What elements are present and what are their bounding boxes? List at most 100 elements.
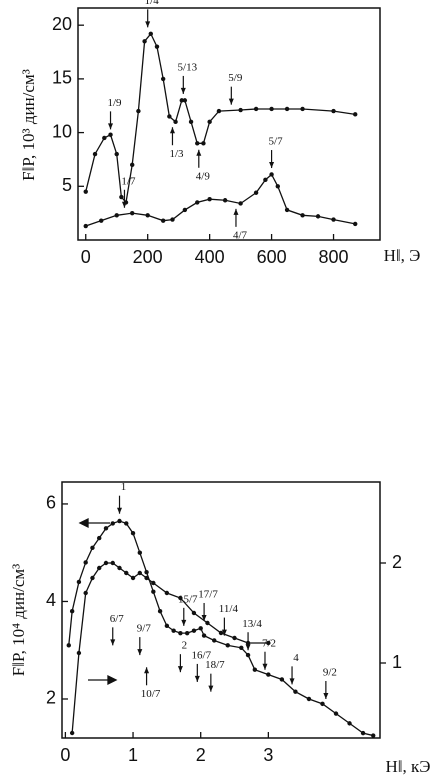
data-point: [360, 730, 366, 736]
x-tick-label: 0: [60, 745, 70, 765]
data-point: [99, 218, 104, 223]
y-axis-label: F‖P, 10⁴ дин/см³: [9, 564, 28, 676]
data-point: [320, 701, 325, 707]
annotation-label: 1/9: [107, 97, 122, 109]
data-point: [331, 108, 336, 114]
data-point: [167, 114, 172, 119]
data-point: [178, 595, 183, 601]
data-point: [178, 630, 183, 636]
data-point: [148, 31, 153, 36]
annotation-label: 5/9: [228, 72, 243, 84]
data-point: [252, 667, 258, 672]
data-point: [306, 696, 312, 702]
data-point: [300, 106, 305, 112]
y-axis-label: F‖P, 10³ дин/см³: [19, 69, 38, 181]
data-point: [103, 526, 109, 531]
data-point: [218, 630, 224, 636]
data-point: [130, 162, 135, 168]
data-point: [263, 177, 268, 183]
data-point: [266, 640, 271, 646]
data-point: [191, 628, 197, 633]
data-point: [130, 531, 136, 536]
annotation-label: 6/7: [110, 613, 125, 625]
data-point: [284, 106, 290, 112]
data-point: [275, 184, 280, 189]
data-point: [83, 560, 88, 565]
data-point: [90, 575, 95, 581]
annotation-label: 1/4: [145, 0, 160, 7]
data-point: [239, 645, 244, 650]
annotation-arrowhead: [169, 127, 175, 134]
data-point: [164, 623, 170, 629]
data-point: [145, 213, 150, 218]
data-point: [198, 626, 203, 631]
data-point: [173, 119, 178, 125]
y-tick-label: 4: [46, 590, 56, 610]
annotation-arrowhead: [245, 644, 251, 651]
data-point: [170, 217, 175, 222]
annotation-label: 5/7: [269, 136, 284, 148]
data-point: [353, 221, 358, 227]
y-tick-label: 5: [62, 175, 72, 195]
data-point: [114, 151, 119, 157]
data-point: [331, 217, 336, 222]
data-point: [164, 590, 170, 596]
data-point: [188, 119, 194, 125]
data-point: [110, 521, 115, 526]
data-point: [108, 132, 113, 137]
data-point: [142, 39, 147, 44]
right-axis-arrowhead: [107, 674, 118, 686]
data-point: [137, 550, 143, 555]
data-point: [76, 650, 82, 656]
data-point: [216, 108, 222, 114]
data-point: [110, 560, 115, 566]
data-point: [284, 207, 290, 213]
annotation-label: 16/7: [192, 649, 212, 661]
x-axis-label: H‖, кЭ: [385, 757, 430, 776]
y-tick-label: 6: [46, 493, 56, 513]
data-point: [69, 730, 75, 736]
data-point: [136, 108, 141, 114]
annotation-label: 1/3: [169, 148, 184, 160]
data-point: [212, 638, 217, 643]
data-point: [353, 112, 358, 117]
annotation-arrowhead: [228, 98, 234, 105]
data-point: [207, 196, 212, 202]
annotation-arrowhead: [233, 208, 239, 215]
data-point: [124, 521, 129, 526]
x-tick-label: 200: [133, 247, 163, 267]
data-point: [154, 44, 160, 49]
annotation-arrowhead: [201, 614, 207, 621]
data-point: [269, 106, 274, 112]
data-point: [144, 570, 149, 575]
data-point: [293, 689, 298, 694]
data-point: [225, 643, 230, 648]
data-point: [151, 580, 156, 586]
data-point: [232, 635, 237, 641]
data-point: [160, 218, 166, 223]
x-tick-label: 1: [128, 745, 138, 765]
annotation-arrowhead: [181, 619, 187, 626]
data-point: [205, 620, 210, 626]
annotation-label: 4/9: [196, 170, 211, 182]
x-tick-label: 0: [81, 247, 91, 267]
data-point: [222, 198, 228, 203]
y2-tick-label: 1: [392, 652, 402, 672]
annotation-arrowhead: [196, 149, 202, 156]
data-point: [333, 711, 339, 716]
annotation-arrowhead: [269, 162, 275, 169]
data-point: [182, 207, 188, 213]
data-point: [69, 609, 75, 614]
annotation-arrowhead: [289, 678, 295, 685]
annotation-arrowhead: [108, 123, 114, 130]
annotation-arrowhead: [194, 675, 200, 682]
annotation-label: 1: [121, 481, 127, 493]
data-point: [371, 733, 376, 738]
annotation-label: 15/7: [178, 593, 198, 605]
y-tick-label: 20: [52, 14, 72, 34]
annotation-label: 17/7: [198, 589, 218, 601]
annotation-arrowhead: [144, 667, 150, 674]
plot-frame: [61, 481, 381, 739]
annotation-label: 4: [293, 652, 299, 664]
